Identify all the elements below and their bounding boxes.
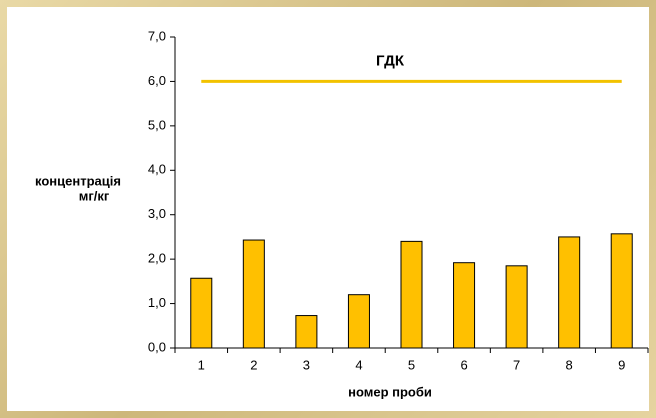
x-tick-label: 6 — [460, 357, 467, 372]
y-tick-label: 2,0 — [148, 251, 166, 266]
x-tick-label: 8 — [566, 357, 573, 372]
x-axis-label: номер проби — [348, 384, 432, 399]
y-tick-label: 1,0 — [148, 295, 166, 310]
bar — [558, 236, 581, 349]
chart: номер проби концентрація мг/кг 0,0 1,0 2,0… — [7, 7, 649, 411]
bar — [295, 315, 318, 349]
x-tick-label: 7 — [513, 357, 520, 372]
y-tick-label: 4,0 — [148, 162, 166, 177]
bar — [400, 240, 423, 349]
y-tick-label: 5,0 — [148, 117, 166, 132]
bar — [347, 294, 370, 349]
y-axis-label: концентрація — [35, 173, 121, 188]
x-tick-label: 4 — [355, 357, 362, 372]
x-tick-label: 5 — [408, 357, 415, 372]
bar — [242, 239, 265, 349]
x-tick-label: 1 — [198, 357, 205, 372]
y-tick-label: 6,0 — [148, 73, 166, 88]
bar — [610, 233, 633, 349]
threshold-label: ГДК — [376, 52, 405, 69]
x-tick-label: 2 — [250, 357, 257, 372]
bar — [190, 277, 213, 349]
bar — [453, 262, 476, 349]
x-tick-label: 9 — [618, 357, 625, 372]
y-tick-label: 7,0 — [148, 28, 166, 43]
x-tick-label: 3 — [303, 357, 310, 372]
y-axis-label: мг/кг — [79, 188, 110, 203]
bar — [505, 265, 528, 349]
y-tick-label: 0,0 — [148, 339, 166, 354]
y-tick-label: 3,0 — [148, 206, 166, 221]
